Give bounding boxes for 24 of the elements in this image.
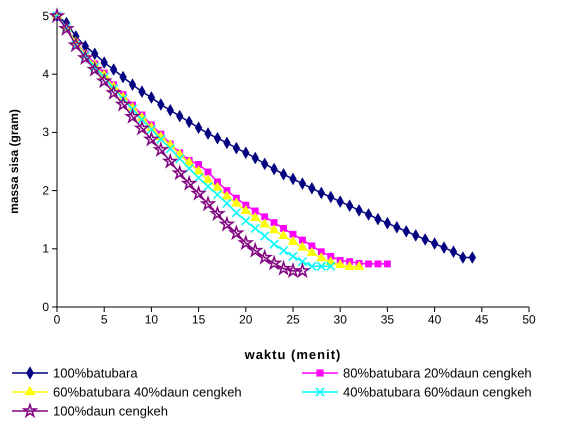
x-tick-label: 15 [192,312,206,327]
legend-label: 100%daun cengkeh [53,404,168,418]
y-tick-label: 3 [42,125,50,140]
y-tick-label: 1 [42,242,50,256]
x-tick-label: 20 [239,312,253,327]
x-tick-label: 45 [475,312,489,327]
x-tick-label: 25 [286,312,300,327]
x-tick-label: 0 [54,312,61,327]
legend-label: 80%batubara 20%daun cengkeh [343,366,532,380]
legend-label: 60%batubara 40%daun cengkeh [53,384,242,400]
x-tick-label: 10 [144,312,158,327]
x-tick-label: 50 [522,312,536,327]
x-tick-label: 40 [428,312,442,327]
x-tick-label: 30 [334,312,348,327]
y-tick-label: 5 [42,8,50,23]
y-tick-label: 2 [42,183,50,198]
x-axis-title: waktu (menit) [244,347,342,362]
y-tick-label: 0 [42,300,50,314]
legend-label: 40%batubara 60%daun cengkeh [343,384,532,400]
y-tick-label: 4 [42,67,50,82]
x-tick-label: 5 [100,312,108,327]
legend-label: 100%batubara [53,366,138,380]
x-tick-label: 35 [380,312,394,327]
y-axis-title: massa sisa (gram) [7,109,21,214]
